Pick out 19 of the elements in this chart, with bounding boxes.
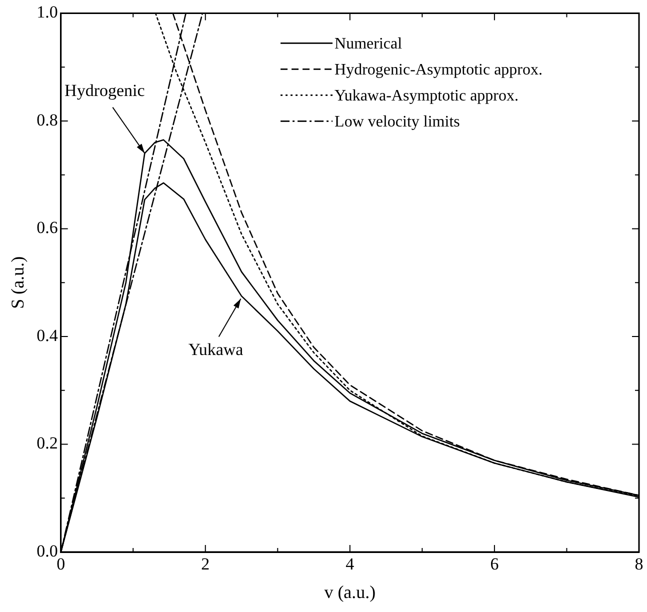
legend-label: Numerical [334,35,403,52]
y-axis-title: S (a.u.) [8,256,28,309]
text: 0.0 [36,541,58,560]
legend-label: Hydrogenic-Asymptotic approx. [334,61,542,78]
x-tick-label: 8 [634,554,644,574]
x-tick-label: 2 [201,554,210,574]
y-tick-label: 0.4 [36,326,58,345]
annotation: Yukawa [188,340,244,360]
x-tick-label: 6 [490,554,499,574]
x-tick-label: 4 [346,554,355,574]
y-tick-label: 0.8 [36,110,58,130]
y-tick-label: 0.2 [36,434,58,453]
x-axis-title: v (a.u.) [324,582,376,602]
x-tick-label: 0 [56,554,66,574]
y-tick-label: 0.6 [36,218,58,238]
legend-label: Yukawa-Asymptotic approx. [334,87,519,104]
annotation: Hydrogenic [64,80,146,100]
y-tick-label: 1.0 [36,2,58,22]
legend-label: Low velocity limits [334,113,460,130]
